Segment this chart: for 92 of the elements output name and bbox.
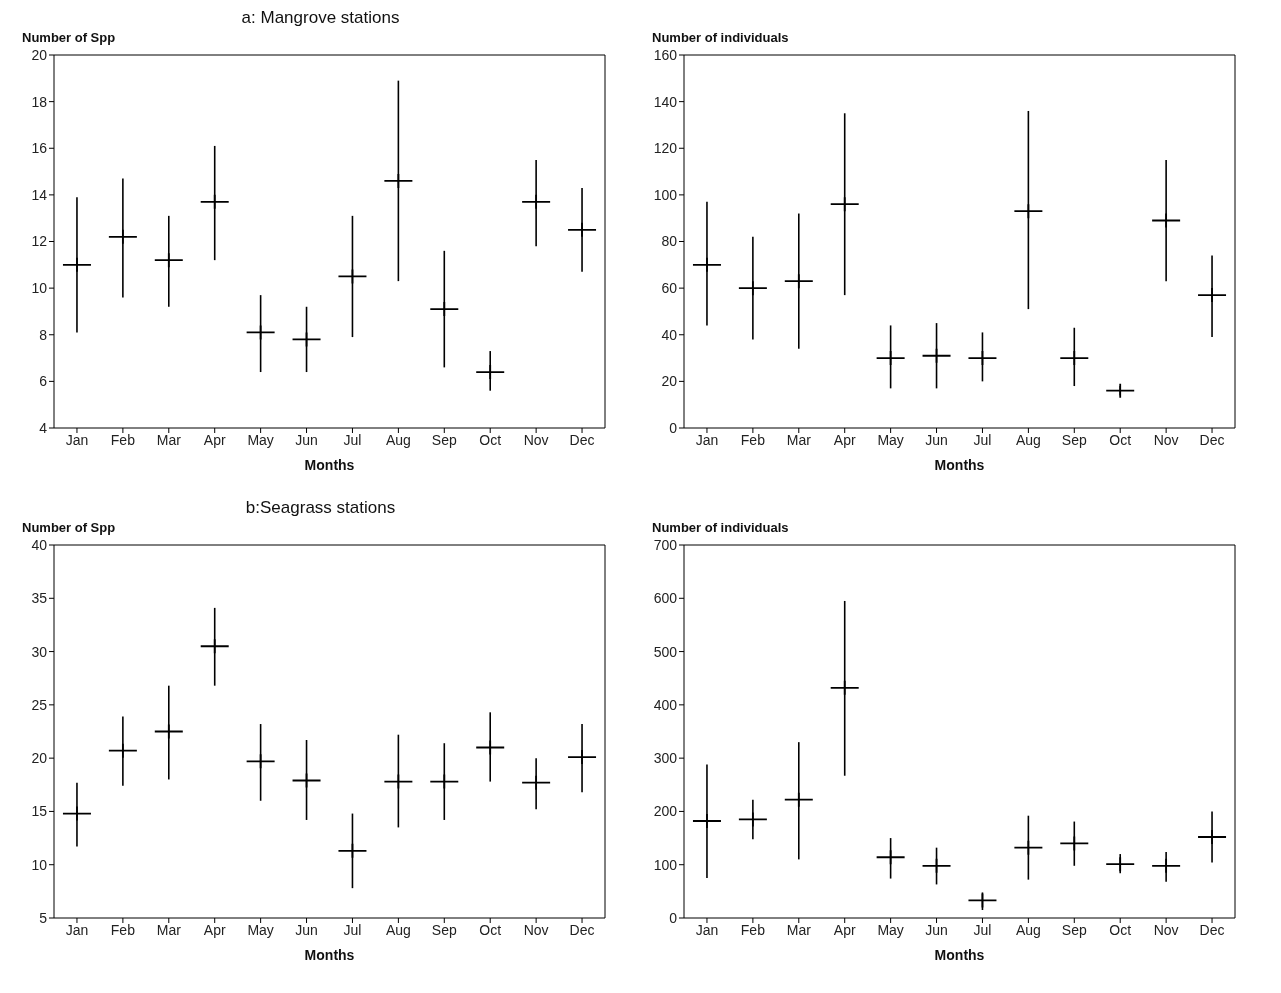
x-tick-label: Jan [65,921,89,938]
x-tick-label: Feb [740,921,766,938]
x-tick-label: Sep [1061,921,1087,938]
chart-title: a: Mangrove stations [241,8,400,27]
x-tick-label: May [877,431,904,448]
y-tick-label: 100 [653,186,678,203]
y-tick-label: 12 [31,233,48,250]
y-tick-label: 25 [31,696,48,713]
x-tick-label: Sep [431,431,457,448]
y-axis-title: Number of Spp [22,30,116,45]
x-tick-label: Oct [479,431,502,448]
y-tick-label: 0 [669,419,678,436]
x-tick-label: Oct [479,921,502,938]
x-tick-label: Aug [1015,431,1041,448]
x-tick-label: Mar [786,431,812,448]
x-tick-label: Apr [833,431,856,448]
y-tick-label: 18 [31,93,48,110]
x-tick-label: May [877,921,904,938]
x-axis-title: Months [934,947,985,963]
y-tick-label: 600 [653,590,678,607]
x-tick-label: Jun [925,921,948,938]
x-tick-label: Apr [833,921,856,938]
y-tick-label: 140 [653,93,678,110]
y-tick-label: 120 [653,140,678,157]
x-tick-label: Jan [65,431,89,448]
x-tick-label: May [247,431,274,448]
x-tick-label: Oct [1109,431,1132,448]
x-tick-label: Apr [203,921,226,938]
x-tick-label: Jul [343,921,362,938]
x-tick-label: May [247,921,274,938]
x-tick-label: Sep [1061,431,1087,448]
y-tick-label: 30 [31,643,48,660]
x-tick-label: Mar [156,921,182,938]
y-tick-label: 0 [669,909,678,926]
x-axis-title: Months [304,457,355,473]
y-tick-label: 20 [31,750,48,767]
x-tick-label: Aug [385,921,411,938]
chart-title: b:Seagrass stations [245,498,396,517]
y-tick-label: 20 [661,373,678,390]
y-tick-label: 10 [31,280,48,297]
x-tick-label: Feb [110,431,136,448]
x-tick-label: Mar [156,431,182,448]
y-axis-title: Number of individuals [652,520,789,535]
y-tick-label: 160 [653,46,678,63]
y-tick-label: 15 [31,803,48,820]
x-tick-label: Jul [973,431,992,448]
x-tick-label: Aug [385,431,411,448]
x-tick-label: Jun [925,431,948,448]
y-axis-title: Number of Spp [22,520,116,535]
y-tick-label: 10 [31,856,48,873]
x-tick-label: Apr [203,431,226,448]
y-tick-label: 80 [661,233,678,250]
x-tick-label: Jan [695,431,719,448]
y-tick-label: 8 [39,326,48,343]
y-axis-title: Number of individuals [652,30,789,45]
y-tick-label: 40 [661,326,678,343]
x-axis-title: Months [304,947,355,963]
x-tick-label: Jan [695,921,719,938]
x-tick-label: Nov [523,921,549,938]
y-tick-label: 300 [653,750,678,767]
x-tick-label: Jul [973,921,992,938]
y-tick-label: 400 [653,696,678,713]
y-tick-label: 16 [31,140,48,157]
x-tick-label: Sep [431,921,457,938]
x-tick-label: Dec [1199,431,1225,448]
y-tick-label: 40 [31,536,48,553]
x-tick-label: Oct [1109,921,1132,938]
x-tick-label: Nov [523,431,549,448]
x-tick-label: Dec [569,431,595,448]
x-tick-label: Jun [295,921,318,938]
x-tick-label: Mar [786,921,812,938]
x-tick-label: Nov [1153,921,1179,938]
x-axis-title: Months [934,457,985,473]
y-tick-label: 100 [653,856,678,873]
y-tick-label: 4 [39,419,48,436]
y-tick-label: 60 [661,280,678,297]
y-tick-label: 35 [31,590,48,607]
y-tick-label: 14 [31,186,48,203]
y-tick-label: 5 [39,909,48,926]
x-tick-label: Aug [1015,921,1041,938]
y-tick-label: 6 [39,373,48,390]
y-tick-label: 20 [31,46,48,63]
y-tick-label: 200 [653,803,678,820]
x-tick-label: Dec [569,921,595,938]
y-tick-label: 500 [653,643,678,660]
x-tick-label: Dec [1199,921,1225,938]
x-tick-label: Feb [110,921,136,938]
x-tick-label: Jun [295,431,318,448]
y-tick-label: 700 [653,536,678,553]
x-tick-label: Feb [740,431,766,448]
x-tick-label: Jul [343,431,362,448]
x-tick-label: Nov [1153,431,1179,448]
